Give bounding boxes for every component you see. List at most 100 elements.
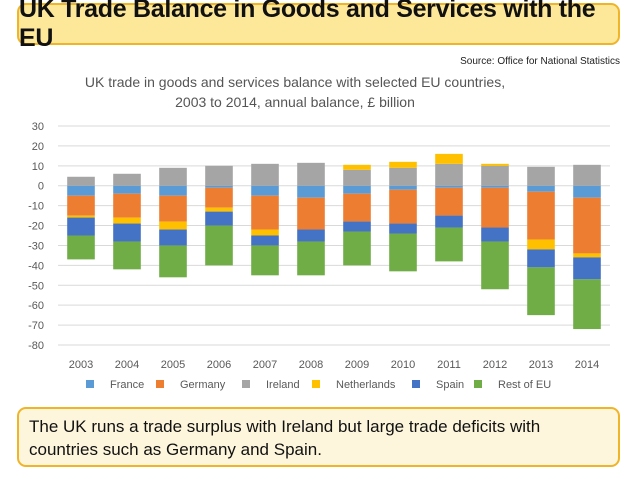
x-tick-label: 2007 xyxy=(253,359,277,371)
bar-segment xyxy=(67,215,95,218)
bar-segment xyxy=(527,191,555,240)
caption-box: The UK runs a trade surplus with Ireland… xyxy=(17,407,620,467)
bar-segment xyxy=(343,185,371,194)
bar-segment xyxy=(251,163,279,186)
y-tick-label: -20 xyxy=(28,221,44,233)
legend-label: Netherlands xyxy=(336,379,396,391)
bar-segment xyxy=(435,185,463,188)
bar-segment xyxy=(159,195,187,222)
bar-segment xyxy=(205,165,233,186)
bar-segment xyxy=(251,185,279,196)
bar-segment xyxy=(573,164,601,186)
bar-segment xyxy=(205,225,233,266)
x-tick-label: 2006 xyxy=(207,359,231,371)
bar-segment xyxy=(481,185,509,188)
bar-segment xyxy=(67,176,95,186)
bar-segment xyxy=(343,231,371,266)
y-tick-label: -70 xyxy=(28,320,44,332)
legend-label: Spain xyxy=(436,379,464,391)
bar-segment xyxy=(67,235,95,260)
bar-segment xyxy=(113,193,141,218)
bar-segment xyxy=(159,167,187,186)
y-tick-label: -30 xyxy=(28,240,44,252)
y-tick-label: -10 xyxy=(28,201,44,213)
x-tick-label: 2005 xyxy=(161,359,185,371)
bar-segment xyxy=(297,241,325,276)
bar-segment xyxy=(389,189,417,224)
y-tick-label: 0 xyxy=(38,181,44,193)
bar-segment xyxy=(389,185,417,190)
x-tick-label: 2013 xyxy=(529,359,553,371)
page-title: UK Trade Balance in Goods and Services w… xyxy=(19,0,596,52)
bar-segment xyxy=(527,185,555,192)
bar-segment xyxy=(251,229,279,236)
legend-swatch xyxy=(86,380,94,388)
x-tick-label: 2014 xyxy=(575,359,599,371)
bar-segment xyxy=(435,187,463,216)
bar-segment xyxy=(205,207,233,212)
bar-segment xyxy=(435,227,463,262)
bar-segment xyxy=(343,164,371,170)
y-tick-label: -60 xyxy=(28,300,44,312)
legend-swatch xyxy=(412,380,420,388)
x-tick-label: 2011 xyxy=(437,359,461,371)
bar-segment xyxy=(481,165,509,186)
bar-segment xyxy=(159,221,187,230)
bar-segment xyxy=(573,257,601,280)
bar-segment xyxy=(297,185,325,198)
bar-segment xyxy=(389,233,417,272)
y-tick-label: 20 xyxy=(32,141,44,153)
bar-segment xyxy=(205,187,233,208)
bar-segment xyxy=(159,185,187,196)
bar-segment xyxy=(205,185,233,188)
x-tick-label: 2012 xyxy=(483,359,507,371)
bar-segment xyxy=(113,241,141,270)
legend-label: France xyxy=(110,379,144,391)
bar-segment xyxy=(297,162,325,186)
bar-segment xyxy=(435,163,463,186)
bar-segment xyxy=(251,235,279,246)
legend-swatch xyxy=(474,380,482,388)
y-tick-label: -80 xyxy=(28,340,44,352)
bar-segment xyxy=(573,253,601,258)
x-tick-label: 2003 xyxy=(69,359,93,371)
bar-segment xyxy=(67,217,95,236)
x-tick-label: 2008 xyxy=(299,359,323,371)
legend-label: Rest of EU xyxy=(498,379,551,391)
y-tick-label: -50 xyxy=(28,280,44,292)
bar-segment xyxy=(251,195,279,230)
source-note: Source: Office for National Statistics xyxy=(460,56,620,67)
caption-text: The UK runs a trade surplus with Ireland… xyxy=(29,417,541,459)
legend-label: Ireland xyxy=(266,379,300,391)
bar-segment xyxy=(435,215,463,228)
bar-segment xyxy=(113,217,141,224)
bar-segment xyxy=(573,185,601,198)
bar-segment xyxy=(113,223,141,242)
bar-segment xyxy=(389,161,417,168)
bar-segment xyxy=(113,185,141,194)
bar-segment xyxy=(159,245,187,278)
bar-segment xyxy=(205,211,233,226)
bar-segment xyxy=(481,163,509,166)
bar-segment xyxy=(573,197,601,254)
bar-segment xyxy=(343,221,371,232)
legend-label: Germany xyxy=(180,379,226,391)
bar-segment xyxy=(159,229,187,246)
bar-segment xyxy=(573,279,601,330)
y-tick-label: 30 xyxy=(32,121,44,133)
bar-segment xyxy=(481,241,509,290)
x-tick-label: 2009 xyxy=(345,359,369,371)
bar-segment xyxy=(343,193,371,222)
title-banner: UK Trade Balance in Goods and Services w… xyxy=(17,0,620,52)
legend-swatch xyxy=(312,380,320,388)
x-tick-label: 2010 xyxy=(391,359,415,371)
bar-segment xyxy=(343,169,371,186)
bar-segment xyxy=(251,245,279,276)
chart-title-line-2: 2003 to 2014, annual balance, £ billion xyxy=(175,94,415,110)
bar-segment xyxy=(527,267,555,316)
y-tick-label: 10 xyxy=(32,161,44,173)
chart-title-line-1: UK trade in goods and services balance w… xyxy=(84,74,506,90)
bar-segment xyxy=(297,197,325,230)
bar-segment xyxy=(527,166,555,186)
